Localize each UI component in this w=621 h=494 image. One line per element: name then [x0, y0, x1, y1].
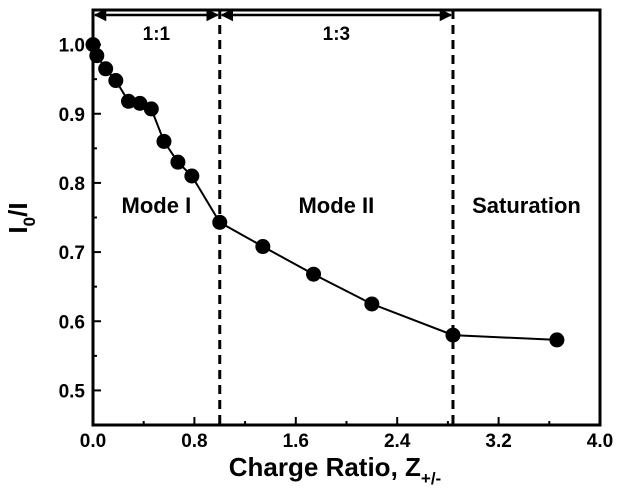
data-point: [89, 48, 105, 64]
region-labels: Mode I Mode II Saturation: [122, 193, 581, 218]
region-label: Saturation: [472, 193, 581, 218]
ratio-range-arrows: 1:1 1:3: [93, 8, 453, 45]
x-tick-label: 0.0: [80, 431, 106, 452]
y-tick-label: 0.9: [59, 105, 85, 126]
data-point: [98, 61, 114, 77]
data-point: [255, 239, 271, 255]
x-axis-title: Charge Ratio, Z+/-: [229, 452, 441, 488]
data-point: [132, 95, 148, 111]
y-axis-title: I0/I: [3, 202, 39, 233]
data-point: [364, 296, 380, 312]
y-tick-label: 0.8: [59, 174, 85, 195]
region-label: Mode II: [298, 193, 374, 218]
data-point: [306, 266, 322, 282]
region-label: Mode I: [122, 193, 192, 218]
data-point: [108, 73, 124, 89]
axis-tick-labels: 0.0 0.8 1.6 2.4 3.2 4.0 0.5 0.6 0.7 0.8 0.9 1.0: [59, 36, 614, 452]
range-label: 1:3: [323, 24, 350, 45]
data-point: [445, 327, 461, 343]
x-tick-label: 4.0: [587, 431, 613, 452]
divider-lines: [218, 10, 455, 425]
data-point: [170, 154, 186, 170]
x-tick-label: 1.6: [283, 431, 309, 452]
series-line: [92, 44, 557, 341]
data-point: [143, 101, 159, 117]
y-tick-label: 0.6: [59, 312, 85, 333]
x-tick-label: 0.8: [181, 431, 207, 452]
x-tick-label: 3.2: [485, 431, 511, 452]
axis-ticks: [92, 9, 601, 425]
data-point: [212, 214, 228, 230]
x-tick-label: 2.4: [384, 431, 411, 452]
y-tick-label: 0.7: [59, 243, 85, 264]
y-tick-label: 1.0: [59, 36, 85, 57]
data-point: [120, 93, 136, 109]
data-point: [549, 332, 565, 348]
range-label: 1:1: [143, 24, 171, 45]
data-point: [156, 133, 172, 149]
y-tick-label: 0.5: [59, 381, 86, 402]
data-point: [184, 168, 200, 184]
